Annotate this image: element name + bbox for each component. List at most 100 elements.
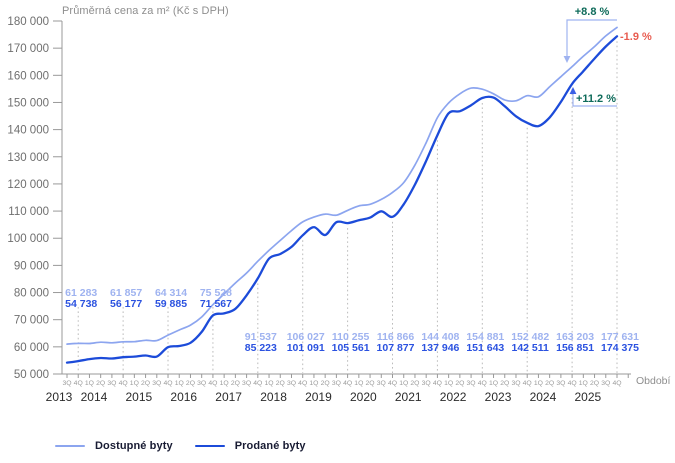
annotation-difference: -1.9 % [620,31,652,43]
quarter-tick-label: 3Q [422,380,431,387]
quarter-tick-label: 1Q [399,380,408,387]
value-label-sold: 142 511 [512,342,550,354]
quarter-tick-label: 3Q [556,380,565,387]
y-tick-label: 140 000 [7,125,49,137]
value-label-sold: 54 738 [65,298,97,310]
year-label: 2016 [170,390,197,404]
value-label-available: 110 255 [332,331,370,343]
quarter-tick-label: 3Q [152,380,161,387]
quarter-tick-label: 1Q [130,380,139,387]
value-label-available: 152 482 [511,331,549,343]
legend-label-sold: Prodané byty [234,440,306,452]
down-arrow-icon [563,56,571,63]
value-label-available: 144 408 [421,331,459,343]
y-tick-label: 80 000 [14,288,49,300]
value-label-available: 61 283 [65,287,97,299]
annotation-sold-change: +11.2 % [576,93,616,105]
series-line-sold [65,35,619,364]
y-tick-label: 110 000 [8,206,49,218]
y-tick-label: 120 000 [7,179,49,191]
quarter-tick-label: 4Q [253,380,262,387]
y-tick-label: 60 000 [14,342,49,354]
year-label: 2020 [350,390,377,404]
quarter-tick-label: 3Q [242,380,251,387]
sold-line-swatch [194,444,225,448]
quarter-tick-label: 4Q [208,380,217,387]
value-label-available: 154 881 [466,331,504,343]
quarter-tick-label: 3Q [511,380,520,387]
year-label: 2018 [260,390,287,404]
legend: Dostupné byty Prodané byty [55,440,328,452]
quarter-tick-label: 1Q [534,380,543,387]
quarter-tick-label: 3Q [332,380,341,387]
quarter-tick-label: 2Q [455,380,464,387]
quarter-tick-label: 2Q [96,380,105,387]
quarter-tick-label: 3Q [107,380,116,387]
quarter-tick-label: 2Q [231,380,240,387]
quarter-tick-label: 4Q [298,380,307,387]
y-tick-label: 180 000 [7,16,49,28]
value-label-sold: 174 375 [601,342,639,354]
x-axis-label: Období [636,375,671,387]
legend-label-available: Dostupné byty [95,440,173,452]
value-label-sold: 107 877 [377,342,415,354]
quarter-tick-label: 1Q [309,380,318,387]
quarter-tick-label: 1Q [85,380,94,387]
available-change-bracket [566,19,617,57]
quarter-tick-label: 1Q [220,380,229,387]
value-label-sold: 56 177 [110,298,142,310]
legend-item-sold: Prodané byty [194,440,306,452]
y-tick-label: 170 000 [7,43,49,55]
quarter-tick-label: 4Q [478,380,487,387]
quarter-tick-label: 1Q [265,380,274,387]
quarter-tick-label: 1Q [354,380,363,387]
value-label-sold: 101 091 [287,342,325,354]
value-label-available: 163 203 [556,331,594,343]
year-label: 2017 [215,390,242,404]
quarter-tick-label: 2Q [366,380,375,387]
year-label: 2019 [305,390,332,404]
quarter-tick-label: 4Q [74,380,83,387]
value-label-available: 64 314 [155,287,187,299]
value-label-available: 75 528 [200,287,232,299]
quarter-tick-label: 2Q [590,380,599,387]
quarter-tick-label: 4Q [119,380,128,387]
annotation-available-change: +8.8 % [575,6,610,18]
year-label: 2014 [81,390,108,404]
quarter-tick-label: 4Q [523,380,532,387]
value-label-available: 116 866 [377,331,415,343]
quarter-tick-label: 1Q [175,380,184,387]
quarter-tick-label: 4Q [433,380,442,387]
value-label-sold: 151 643 [466,342,504,354]
value-label-sold: 59 885 [155,298,187,310]
year-label: 2021 [395,390,422,404]
legend-item-available: Dostupné byty [55,440,173,452]
quarter-tick-label: 3Q [601,380,610,387]
quarter-tick-label: 4Q [163,380,172,387]
year-label: 2022 [440,390,467,404]
value-label-sold: 137 946 [421,342,459,354]
y-tick-label: 90 000 [14,260,49,272]
quarter-tick-label: 4Q [568,380,577,387]
year-label: 2024 [530,390,557,404]
y-tick-label: 130 000 [7,152,49,164]
quarter-tick-label: 4Q [612,380,621,387]
value-label-sold: 71 567 [200,298,232,310]
quarter-tick-label: 2Q [545,380,554,387]
quarter-tick-label: 3Q [287,380,296,387]
value-label-sold: 85 223 [245,342,277,354]
sold-change-bracket [572,94,617,107]
quarter-tick-label: 2Q [500,380,509,387]
quarter-tick-label: 2Q [410,380,419,387]
quarter-tick-label: 4Q [343,380,352,387]
value-label-available: 106 027 [287,331,325,343]
quarter-tick-label: 1Q [579,380,588,387]
value-label-available: 61 857 [110,287,142,299]
year-label: 2025 [574,390,601,404]
quarter-tick-label: 3Q [62,380,71,387]
y-tick-label: 150 000 [7,97,49,109]
quarter-tick-label: 2Q [186,380,195,387]
y-tick-label: 50 000 [14,369,49,381]
